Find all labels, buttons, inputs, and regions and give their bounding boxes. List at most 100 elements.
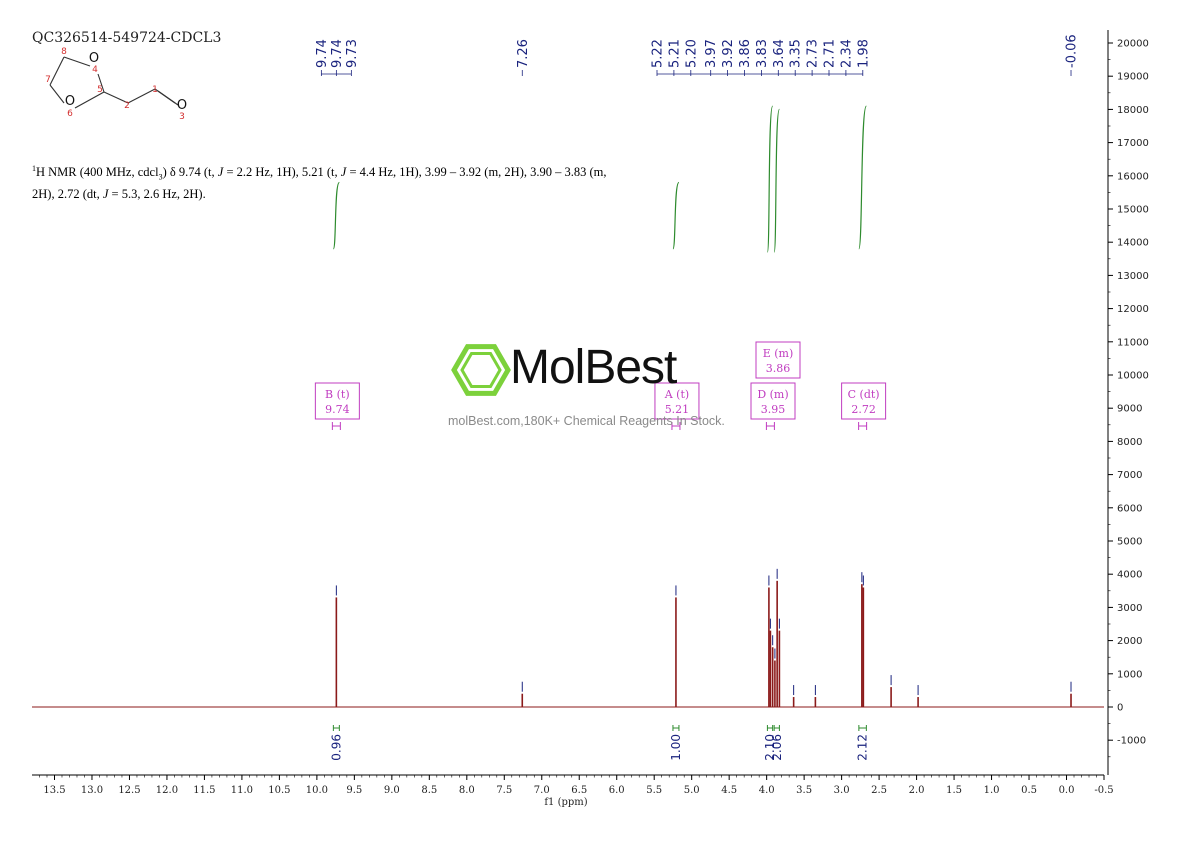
atom-number: 5 xyxy=(97,85,103,95)
y-tick-label: 20000 xyxy=(1117,39,1149,50)
x-tick-label: 7.0 xyxy=(534,785,550,796)
x-tick-label: 10.0 xyxy=(306,785,328,796)
x-tick-label: 8.5 xyxy=(421,785,437,796)
y-tick-label: 12000 xyxy=(1117,304,1149,315)
integral-curve xyxy=(766,105,774,253)
y-tick-label: 6000 xyxy=(1117,503,1142,514)
y-tick-label: 7000 xyxy=(1117,470,1142,481)
x-tick-label: -0.5 xyxy=(1094,785,1113,796)
y-tick-label: 1000 xyxy=(1117,669,1142,680)
x-tick-label: 11.0 xyxy=(231,785,253,796)
x-tick-label: 13.0 xyxy=(81,785,103,796)
desc-part-4: = 4.4 Hz, 1H), 3.99 – 3.92 (m, 2H), 3.90… xyxy=(32,165,607,201)
bond xyxy=(49,56,65,86)
watermark-tagline: molBest.com,180K+ Chemical Reagents In S… xyxy=(448,414,725,428)
x-tick-label: 5.0 xyxy=(684,785,700,796)
atom-number: 4 xyxy=(92,65,98,75)
x-tick-label: 0.5 xyxy=(1021,785,1037,796)
peak-label: 9.74 xyxy=(330,39,345,68)
integral-curve xyxy=(773,108,780,253)
multiplet-box xyxy=(654,382,700,420)
multiplet-letter: D (m) xyxy=(757,388,788,401)
sample-id: QC326514-549724-CDCL3 xyxy=(32,30,222,46)
x-tick-label: 3.0 xyxy=(834,785,850,796)
desc-j-symbol: J xyxy=(217,165,224,179)
peak-label: 3.35 xyxy=(789,39,804,68)
x-tick-label: 3.5 xyxy=(796,785,812,796)
peak-label: 2.34 xyxy=(839,39,854,68)
atom-number: 7 xyxy=(45,75,51,85)
atom-number: 6 xyxy=(67,109,73,119)
integral-value: 2.12 xyxy=(856,734,870,761)
peak-label: 1.98 xyxy=(856,39,871,68)
x-tick-label: 2.0 xyxy=(909,785,925,796)
multiplet-box xyxy=(755,341,801,379)
peak-label: 5.21 xyxy=(667,39,682,68)
x-tick-label: 10.5 xyxy=(268,785,290,796)
y-tick-label: 18000 xyxy=(1117,105,1149,116)
molecule-structure: O O O 1 2 3 4 5 6 7 8 xyxy=(45,47,187,122)
logo-hexagon xyxy=(451,344,511,396)
peak-label: 2.73 xyxy=(806,39,821,68)
multiplet-value: 3.95 xyxy=(761,403,786,416)
multiplet-letter: A (t) xyxy=(664,388,689,401)
peak-label: 3.83 xyxy=(755,39,770,68)
x-tick-label: 12.5 xyxy=(118,785,140,796)
y-tick-label: 5000 xyxy=(1117,537,1142,548)
x-tick-label: 12.0 xyxy=(156,785,178,796)
integrals-layer: 0.96 1.00 2.102.06 2.12 xyxy=(329,105,870,761)
x-tick-label: 9.5 xyxy=(346,785,362,796)
x-tick-label: 4.5 xyxy=(721,785,737,796)
spectrum-layer xyxy=(32,568,1104,708)
peak-label: 5.20 xyxy=(684,39,699,68)
desc-part-3: = 2.2 Hz, 1H), 5.21 (t, xyxy=(223,165,341,179)
desc-j-symbol: J xyxy=(102,186,109,201)
peak-label: 9.74 xyxy=(315,39,330,68)
oxygen-atom: O xyxy=(65,94,75,109)
integral-curve xyxy=(858,105,867,250)
y-tick-label: 14000 xyxy=(1117,238,1149,249)
logo-inner-hexagon xyxy=(460,352,502,388)
peak-labels-layer: 9.74 9.74 9.73 7.26 5.22 5.21 5.20 3.97 3.92 3.86… xyxy=(315,34,1080,76)
peak-label: 3.97 xyxy=(704,39,719,68)
peak-label: 3.92 xyxy=(721,39,736,68)
peak-label: 3.86 xyxy=(738,39,753,68)
y-tick-label: 17000 xyxy=(1117,138,1149,149)
multiplet-box xyxy=(841,382,887,420)
peak-label: 5.22 xyxy=(651,39,666,68)
nucleus-superscript: 1 xyxy=(32,164,36,173)
watermark-brand: MolBest xyxy=(510,341,677,394)
x-tick-label: 9.0 xyxy=(384,785,400,796)
integral-value: 2.10 xyxy=(763,734,777,761)
peak-label: 3.64 xyxy=(772,39,787,68)
x-tick-label: 1.5 xyxy=(946,785,962,796)
bond xyxy=(74,91,105,109)
x-tick-label: 7.5 xyxy=(496,785,512,796)
oxygen-atom: O xyxy=(89,51,99,66)
atom-number: 1 xyxy=(152,85,158,95)
integral-value: 1.00 xyxy=(669,734,683,761)
y-tick-label: 0 xyxy=(1117,703,1123,714)
bond xyxy=(103,91,129,104)
y-tick-label: 13000 xyxy=(1117,271,1149,282)
integral-value: 0.96 xyxy=(329,734,343,761)
y-tick-label: 3000 xyxy=(1117,603,1142,614)
y-tick-label: -1000 xyxy=(1117,736,1146,747)
y-tick-label: 8000 xyxy=(1117,437,1142,448)
multiplet-value: 3.86 xyxy=(766,362,791,375)
desc-j-symbol: J xyxy=(340,165,347,179)
desc-part-5: = 5.3, 2.6 Hz, 2H). xyxy=(108,186,206,201)
bond xyxy=(127,88,156,104)
multiplets-layer: B (t) 9.74 A (t) 5.21 D (m) 3.95 E (m) 3.86 C (d… xyxy=(314,341,887,430)
multiplet-box xyxy=(314,382,360,420)
bond xyxy=(49,84,65,104)
x-tick-label: 1.0 xyxy=(984,785,1000,796)
y-tick-label: 15000 xyxy=(1117,205,1149,216)
y-tick-label: 9000 xyxy=(1117,404,1142,415)
multiplet-value: 9.74 xyxy=(325,403,350,416)
peak-label: 7.26 xyxy=(516,39,531,68)
x-tick-label: 11.5 xyxy=(193,785,215,796)
x-tick-label: 13.5 xyxy=(43,785,65,796)
desc-subscript: 3 xyxy=(158,172,163,182)
integral-curve xyxy=(672,181,680,250)
